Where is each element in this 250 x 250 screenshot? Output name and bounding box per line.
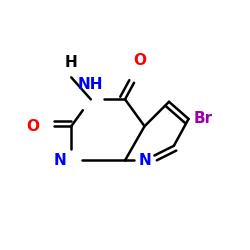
Text: O: O — [26, 119, 40, 134]
Text: N: N — [138, 153, 151, 168]
Text: O: O — [133, 52, 146, 68]
Text: NH: NH — [78, 77, 104, 92]
Text: Br: Br — [194, 112, 212, 126]
Text: H: H — [65, 55, 78, 70]
Text: N: N — [54, 153, 66, 168]
